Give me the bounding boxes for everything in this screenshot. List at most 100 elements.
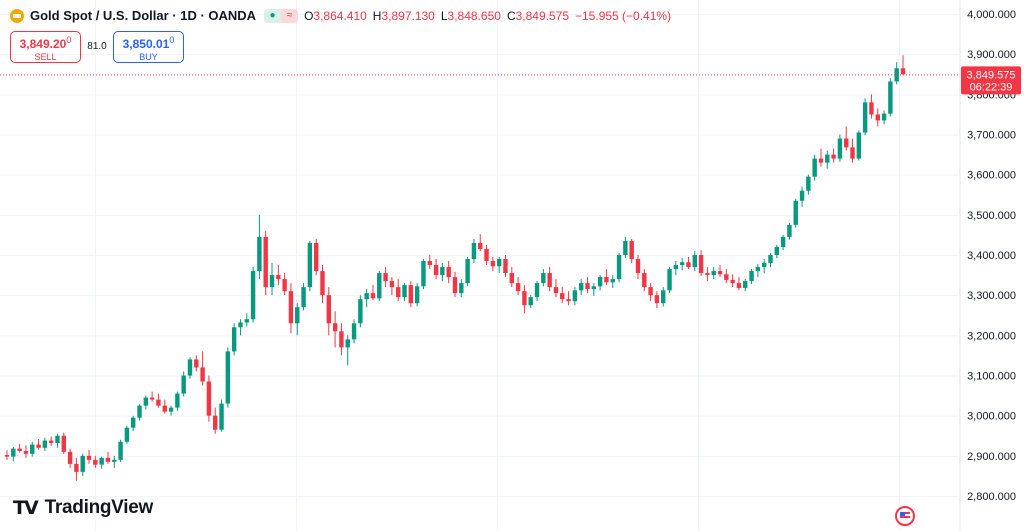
candle xyxy=(452,271,458,298)
candle-body xyxy=(616,255,622,280)
candle-body xyxy=(774,246,780,255)
candle xyxy=(667,267,672,294)
candle xyxy=(831,148,836,163)
low-value: 3,848.650 xyxy=(447,8,501,23)
candle xyxy=(149,391,155,402)
candle xyxy=(490,257,496,272)
candle xyxy=(194,355,199,372)
sell-button[interactable]: 3,849.200 SELL xyxy=(10,31,81,63)
candle xyxy=(616,252,622,283)
last-price-tag: 3,849.575 06:22:39 xyxy=(961,66,1021,95)
symbol-title[interactable]: Gold Spot / U.S. Dollar · 1D · OANDA xyxy=(30,8,257,23)
candle-body xyxy=(459,283,464,294)
candle-body xyxy=(11,448,16,457)
candle xyxy=(793,198,798,228)
candle-body xyxy=(269,275,275,288)
candle xyxy=(112,455,117,468)
candle-body xyxy=(67,451,73,464)
candle xyxy=(875,108,880,127)
candle-body xyxy=(755,267,761,272)
candle-body xyxy=(793,200,798,225)
candle xyxy=(585,277,590,294)
candle xyxy=(541,269,546,287)
candle xyxy=(345,335,350,366)
candle xyxy=(509,267,514,288)
candle-body xyxy=(250,271,256,320)
market-status-pills[interactable]: ● ≈ xyxy=(264,8,299,23)
candle xyxy=(503,255,508,278)
candle-body xyxy=(364,293,369,300)
candle-body xyxy=(578,283,584,291)
candle-body xyxy=(799,190,805,201)
sell-label: SELL xyxy=(34,52,57,62)
candle-body xyxy=(724,274,729,280)
candle-body xyxy=(440,267,445,276)
candle-body xyxy=(547,273,552,288)
candle xyxy=(307,240,313,292)
candle xyxy=(440,263,445,282)
candle xyxy=(465,257,470,287)
candle xyxy=(295,303,300,336)
candle-body xyxy=(4,455,10,457)
price-axis-label: 3,000.000 xyxy=(967,411,1016,423)
candle xyxy=(225,347,231,408)
price-axis-label: 3,600.000 xyxy=(967,170,1016,182)
candle xyxy=(377,271,382,302)
candle xyxy=(484,244,489,266)
candle-body xyxy=(705,273,710,276)
candle-body xyxy=(900,68,906,75)
candle xyxy=(496,257,502,274)
candle xyxy=(370,285,376,300)
market-open-dot-icon[interactable]: ● xyxy=(264,8,282,23)
candle-body xyxy=(471,242,477,260)
candle-body xyxy=(383,273,388,282)
candle-body xyxy=(629,240,634,260)
candle-body xyxy=(427,261,432,266)
candle xyxy=(528,295,533,309)
candle xyxy=(743,279,748,292)
candle-body xyxy=(408,285,414,304)
candle xyxy=(23,445,29,458)
price-axis-label: 3,500.000 xyxy=(967,210,1016,222)
price-axis-label: 3,700.000 xyxy=(967,130,1016,142)
candle-body xyxy=(263,236,268,288)
candle-body xyxy=(326,295,332,324)
price-axis-label: 3,100.000 xyxy=(967,371,1016,383)
price-axis-label: 2,900.000 xyxy=(967,451,1016,463)
candle-body xyxy=(358,299,363,324)
candle-body xyxy=(156,399,161,406)
candle-body xyxy=(187,359,193,376)
candle xyxy=(825,150,830,169)
candle xyxy=(446,261,451,284)
buy-button[interactable]: 3,850.010 BUY xyxy=(113,31,184,63)
candle-body xyxy=(850,147,855,159)
candle xyxy=(717,265,723,278)
candle-body xyxy=(844,138,849,148)
candle-body xyxy=(389,281,395,288)
candle xyxy=(534,281,540,302)
candle xyxy=(402,283,407,302)
chart-grid xyxy=(0,0,958,531)
candle xyxy=(560,287,565,304)
candle-body xyxy=(686,262,691,268)
buy-label: BUY xyxy=(139,52,158,62)
candle-body xyxy=(320,271,325,296)
candle-body xyxy=(743,281,748,288)
us-flag-icon[interactable] xyxy=(895,506,915,526)
data-wave-icon[interactable]: ≈ xyxy=(281,8,299,23)
candle xyxy=(181,371,186,397)
candle xyxy=(156,393,161,408)
sell-price-line: 3,849.200 xyxy=(11,35,80,51)
candle-body xyxy=(522,291,527,306)
candle-body xyxy=(541,273,546,284)
candle xyxy=(661,287,666,307)
candle xyxy=(686,257,691,270)
candle-body xyxy=(288,291,294,324)
tradingview-logo[interactable]: TV TradingView xyxy=(13,497,153,519)
candle xyxy=(780,234,786,251)
candle xyxy=(414,283,420,307)
candle-body xyxy=(130,417,136,428)
candle-body xyxy=(396,287,401,298)
candle-body xyxy=(484,248,489,262)
